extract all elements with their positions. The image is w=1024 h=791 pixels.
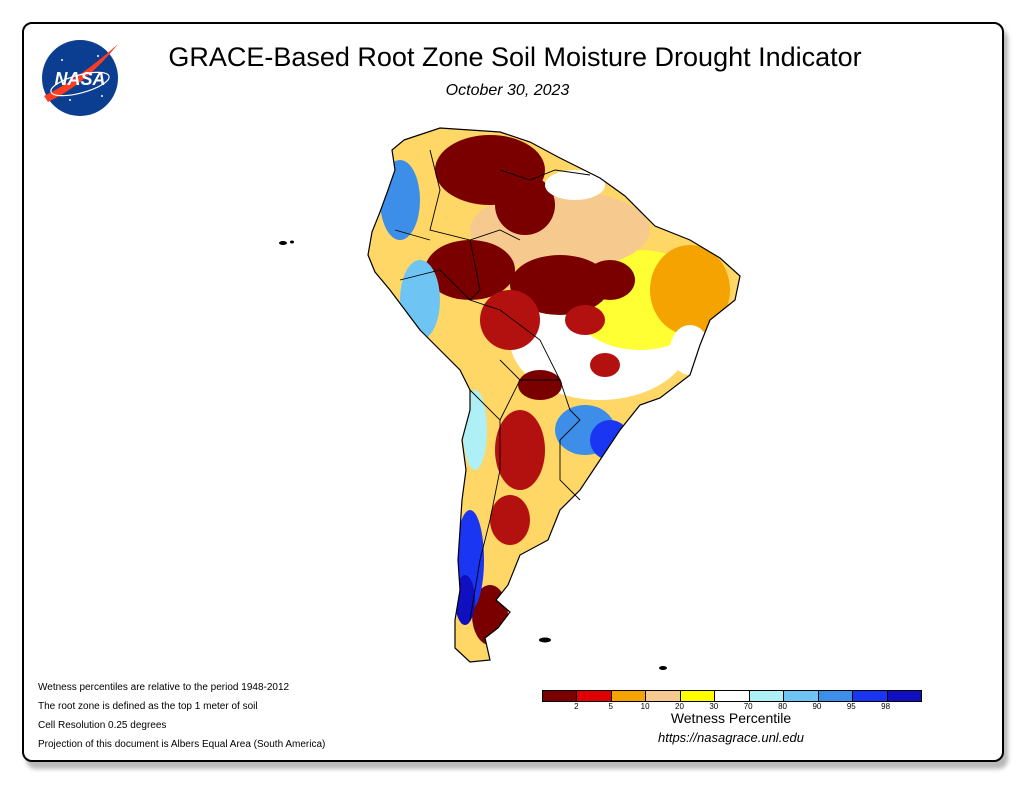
- legend-tick-label: 95: [846, 702, 856, 711]
- islands: [279, 240, 667, 670]
- legend-swatch: [749, 691, 785, 701]
- legend-swatch: [715, 691, 750, 701]
- legend-swatch: [818, 691, 854, 701]
- map-title: GRACE-Based Root Zone Soil Moisture Drou…: [168, 42, 862, 72]
- legend-tick-label: 2: [574, 702, 579, 711]
- legend-tick-label: 80: [778, 702, 787, 711]
- legend-tick-label: 70: [743, 702, 753, 711]
- legend-swatch: [646, 691, 681, 701]
- logo-text: NASA: [54, 69, 105, 89]
- legend-tick-label: 30: [709, 702, 719, 711]
- legend-title: Wetness Percentile: [670, 710, 792, 726]
- legend-swatch: [577, 691, 612, 701]
- legend-tick-label: 98: [881, 702, 891, 711]
- soil-moisture-field: [368, 128, 740, 662]
- legend-ticks: 2 5 10 20 30 70 80 90 95 98: [542, 702, 920, 714]
- legend-swatch: [611, 691, 647, 701]
- source-url: https://nasagrace.unl.edu: [658, 730, 804, 745]
- note-root-zone: The root zone is defined as the top 1 me…: [38, 701, 258, 712]
- note-period: Wetness percentiles are relative to the …: [38, 682, 290, 693]
- legend-tick-label: 5: [608, 702, 613, 711]
- legend-swatch: [680, 691, 716, 701]
- legend-swatch: [543, 691, 578, 701]
- legend-tick-label: 10: [640, 702, 650, 711]
- note-resolution: Cell Resolution 0.25 degrees: [38, 720, 167, 731]
- legend-swatch: [784, 691, 819, 701]
- legend-tick-label: 20: [675, 702, 684, 711]
- legend-colorbar: [542, 690, 922, 702]
- note-projection: Projection of this document is Albers Eq…: [38, 739, 326, 750]
- nasa-logo: NASA: [42, 40, 118, 116]
- legend-tick-label: 90: [812, 702, 822, 711]
- map-date: October 30, 2023: [445, 82, 570, 99]
- country-borders: [394, 149, 591, 621]
- legend-swatch: [887, 691, 921, 701]
- legend-swatch: [853, 691, 888, 701]
- map-notes: Wetness percentiles are relative to the …: [38, 678, 325, 754]
